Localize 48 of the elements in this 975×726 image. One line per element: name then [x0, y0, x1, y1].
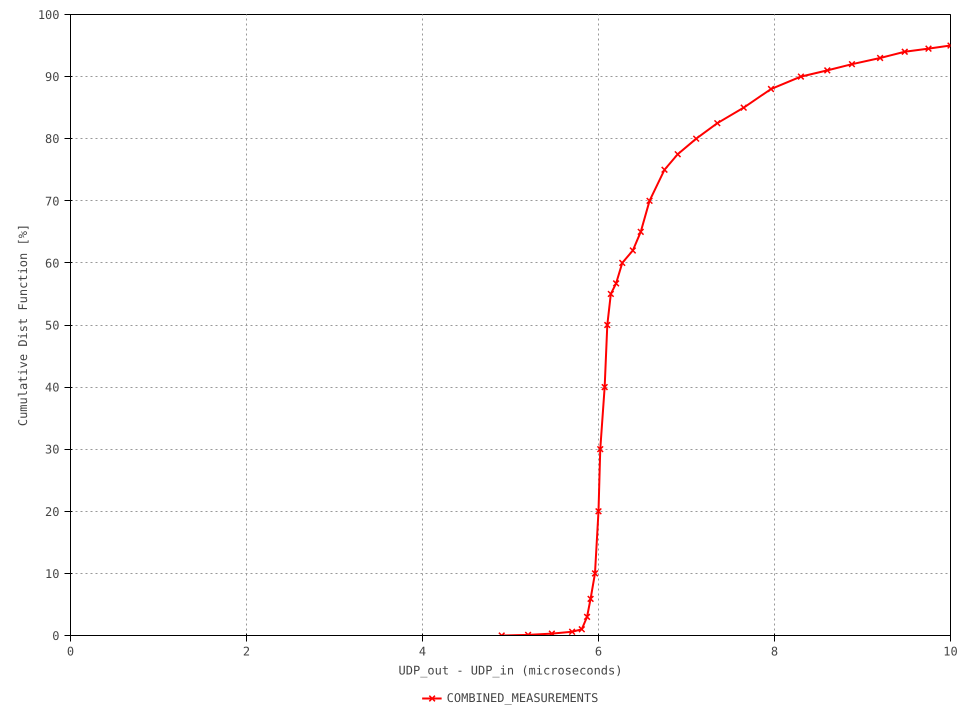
point — [568, 628, 576, 636]
point — [587, 595, 594, 602]
point — [876, 54, 884, 62]
y-tick-label: 40 — [45, 380, 60, 395]
y-tick-label: 90 — [45, 70, 60, 84]
point — [596, 446, 604, 453]
legend-label: COMBINED_MEASUREMENTS — [446, 691, 598, 705]
x-tick-label: 2 — [242, 644, 250, 658]
y-tick-label: 60 — [45, 256, 60, 270]
point — [767, 85, 775, 93]
point — [591, 570, 599, 577]
point — [740, 104, 748, 112]
x-tick-label: 0 — [66, 644, 74, 658]
point — [692, 135, 700, 142]
point — [618, 259, 626, 266]
y-tick-label: 20 — [45, 504, 60, 519]
point — [674, 150, 682, 158]
x-tick-label: 10 — [943, 644, 958, 658]
point — [824, 66, 831, 74]
y-tick-label: 100 — [38, 8, 60, 22]
y-tick-label: 30 — [45, 442, 60, 457]
x-axis-title: UDP_out - UDP_in (microseconds) — [398, 664, 622, 678]
x-tick-label: 4 — [418, 644, 426, 658]
point — [594, 508, 602, 515]
point — [583, 613, 591, 620]
point — [607, 290, 614, 298]
point — [637, 228, 644, 236]
y-tick-label: 10 — [45, 566, 60, 581]
y-tick-label: 80 — [45, 132, 60, 146]
point — [578, 626, 586, 633]
y-tick-label: 70 — [45, 194, 60, 208]
y-tick-label: 50 — [45, 318, 60, 332]
point — [660, 166, 668, 174]
point — [612, 280, 620, 287]
x-tick-label: 6 — [594, 644, 602, 658]
point — [901, 48, 908, 56]
point — [848, 60, 856, 68]
point — [924, 45, 932, 52]
x-tick-label: 8 — [770, 644, 778, 658]
point — [601, 384, 608, 391]
y-tick-label: 0 — [52, 629, 60, 643]
y-axis-title: Cumulative Dist Function [%] — [16, 224, 30, 426]
point — [548, 630, 556, 636]
point — [646, 197, 654, 204]
point — [604, 321, 611, 329]
point — [629, 246, 636, 254]
point — [714, 120, 721, 127]
point — [797, 73, 804, 80]
